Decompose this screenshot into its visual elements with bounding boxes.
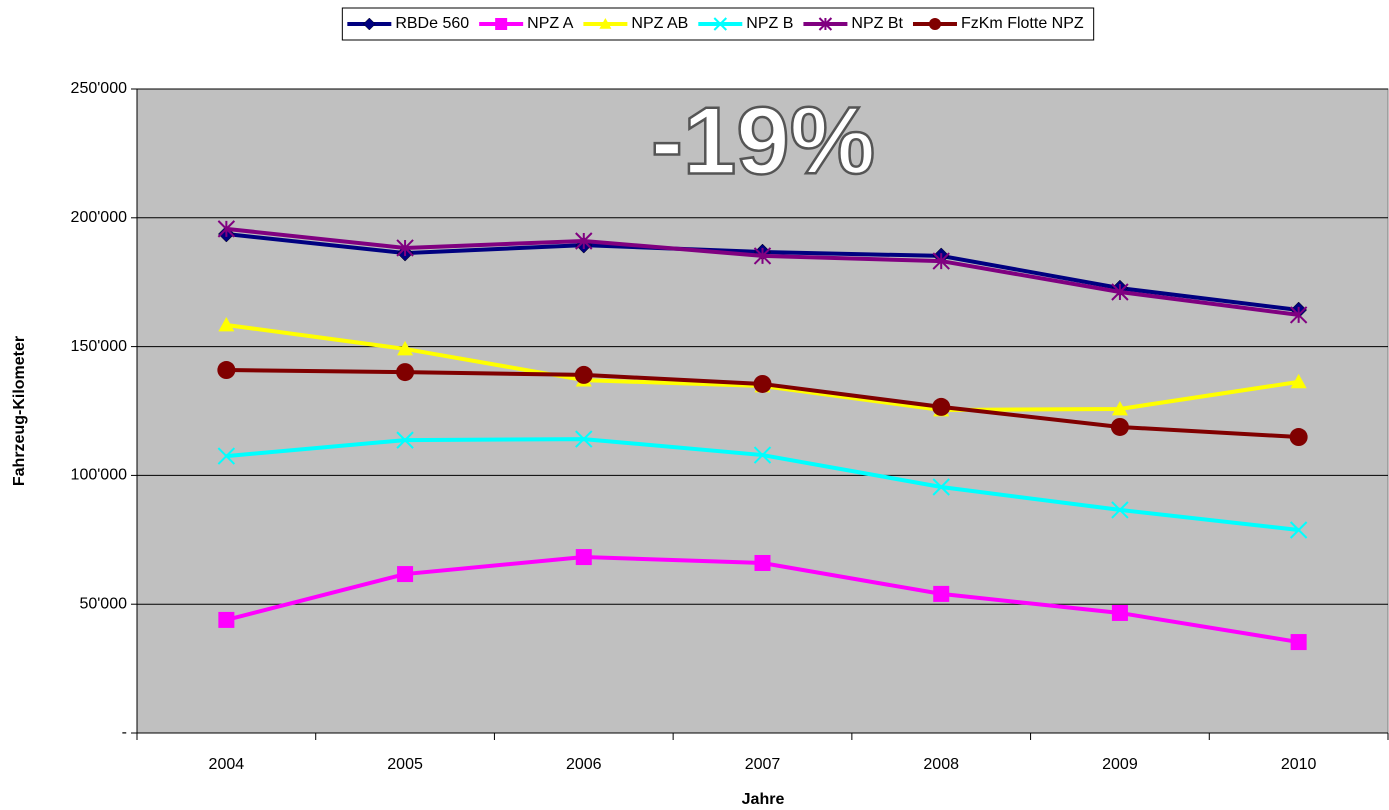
legend-label: RBDe 560 bbox=[395, 15, 469, 32]
marker bbox=[932, 397, 951, 416]
marker bbox=[1290, 373, 1307, 389]
annotation: -19% bbox=[651, 87, 875, 194]
marker bbox=[217, 361, 236, 380]
marker bbox=[1111, 283, 1129, 301]
marker bbox=[575, 430, 593, 448]
marker bbox=[217, 220, 236, 238]
marker bbox=[218, 611, 235, 628]
x-tick-label: 2007 bbox=[745, 756, 781, 773]
legend-label: FzKm Flotte NPZ bbox=[961, 15, 1084, 32]
marker bbox=[1290, 634, 1307, 651]
legend-label: NPZ AB bbox=[631, 15, 688, 32]
y-tick-label: 50'000 bbox=[79, 595, 127, 612]
marker bbox=[1289, 306, 1308, 324]
marker bbox=[753, 446, 772, 464]
marker bbox=[1111, 400, 1128, 416]
marker bbox=[753, 247, 772, 265]
marker bbox=[1111, 604, 1128, 621]
y-tick-label: - bbox=[122, 724, 127, 741]
marker bbox=[932, 252, 950, 270]
marker bbox=[754, 554, 771, 571]
marker bbox=[397, 566, 414, 583]
x-tick-label: 2010 bbox=[1281, 756, 1317, 773]
legend-label: NPZ B bbox=[746, 15, 793, 32]
marker bbox=[218, 316, 235, 332]
y-tick-label: 200'000 bbox=[71, 209, 128, 226]
marker bbox=[933, 585, 950, 602]
x-tick-label: 2009 bbox=[1102, 756, 1138, 773]
marker bbox=[575, 549, 592, 566]
marker bbox=[928, 18, 941, 30]
marker bbox=[1111, 501, 1129, 519]
y-tick-label: 250'000 bbox=[71, 80, 128, 97]
marker bbox=[574, 365, 593, 384]
marker bbox=[575, 232, 593, 250]
x-tick-label: 2006 bbox=[566, 756, 602, 773]
y-axis-label: Fahrzeug-Kilometer bbox=[11, 336, 28, 486]
legend-label: NPZ A bbox=[527, 15, 574, 32]
marker bbox=[217, 447, 236, 465]
marker bbox=[495, 18, 508, 30]
x-tick-label: 2005 bbox=[387, 756, 423, 773]
marker bbox=[362, 17, 376, 31]
x-axis-label: Jahre bbox=[742, 791, 785, 808]
y-tick-label: 100'000 bbox=[71, 467, 128, 484]
marker bbox=[1110, 417, 1129, 436]
plot-area bbox=[136, 88, 1389, 734]
marker bbox=[599, 18, 612, 29]
marker bbox=[713, 17, 728, 31]
marker bbox=[932, 478, 950, 496]
marker bbox=[753, 374, 772, 393]
x-tick-label: 2008 bbox=[923, 756, 959, 773]
marker bbox=[396, 431, 414, 449]
legend-label: NPZ Bt bbox=[851, 15, 903, 32]
marker bbox=[397, 340, 414, 356]
x-tick-label: 2004 bbox=[209, 756, 245, 773]
marker bbox=[1289, 521, 1308, 539]
marker bbox=[396, 363, 415, 382]
marker bbox=[396, 239, 414, 257]
marker bbox=[1289, 428, 1308, 447]
marker bbox=[818, 17, 833, 31]
y-tick-label: 150'000 bbox=[71, 338, 128, 355]
